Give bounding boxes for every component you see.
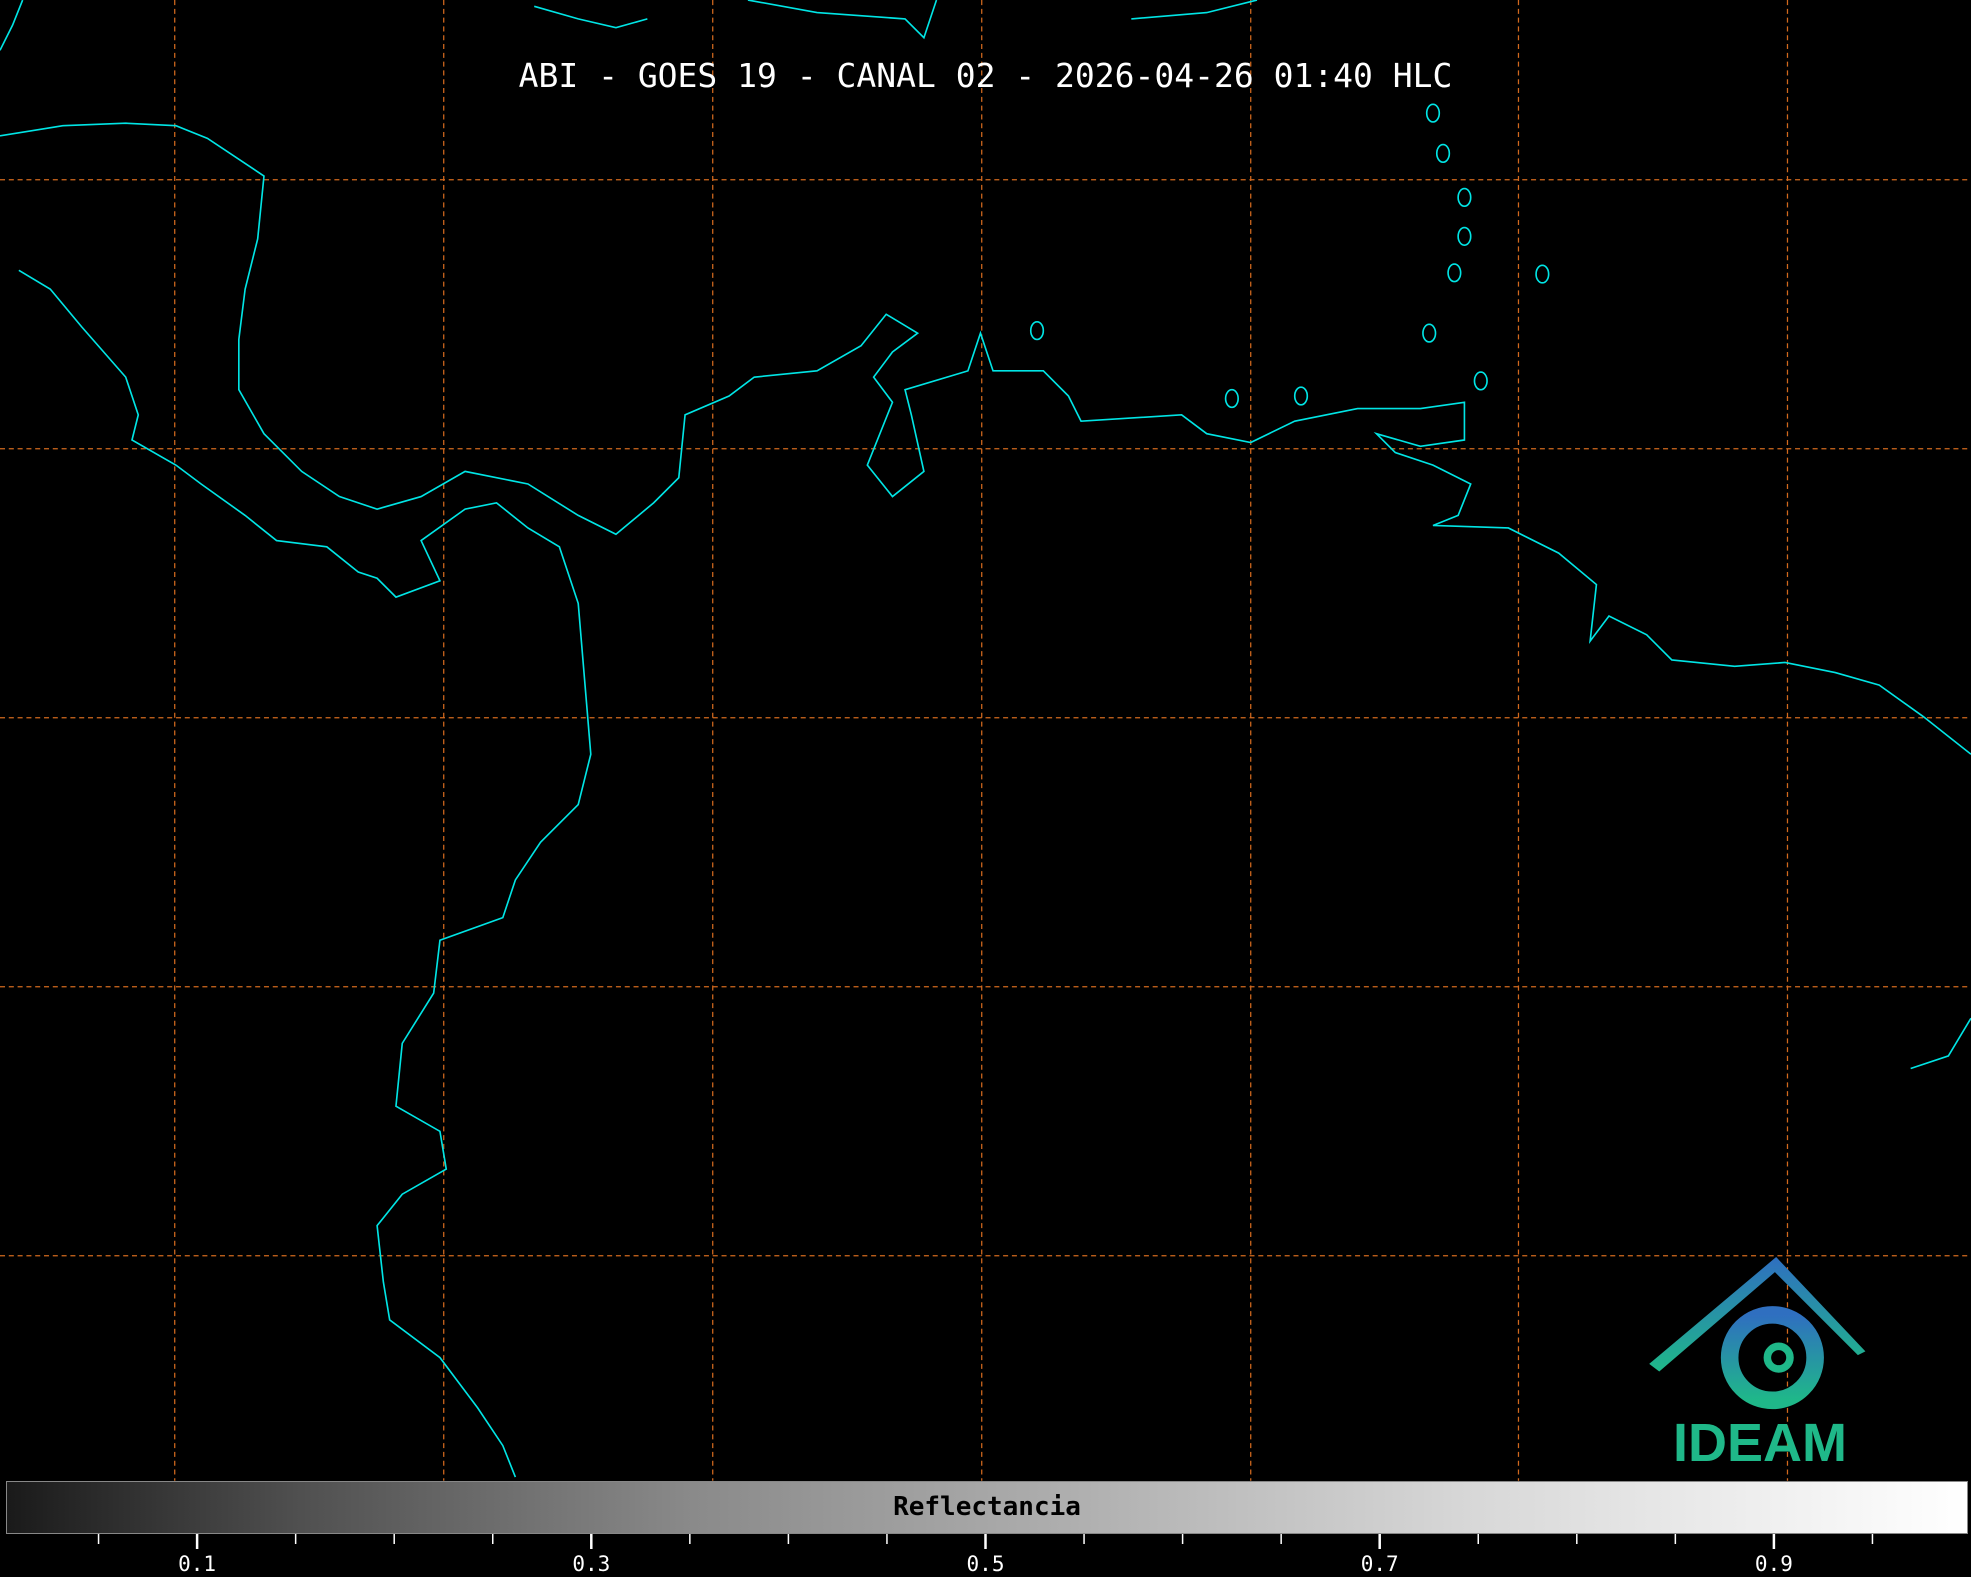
coastlines — [0, 0, 1971, 1478]
island-outline — [1029, 321, 1045, 341]
tick-label: 0.5 — [966, 1552, 1005, 1576]
coastline — [1131, 0, 1258, 20]
colorbar: Reflectancia — [6, 1481, 1968, 1534]
island-outline — [1224, 388, 1239, 409]
coastline — [747, 0, 938, 40]
coastline — [534, 5, 648, 29]
coastline — [18, 269, 592, 1478]
island-outline — [1422, 323, 1437, 343]
island-outline — [1535, 264, 1550, 284]
tick-label: 0.3 — [572, 1552, 611, 1576]
coastline — [0, 0, 24, 51]
island-outline — [1435, 143, 1451, 164]
island-outline — [1457, 187, 1472, 208]
tick-label: 0.1 — [178, 1552, 217, 1576]
ideam-logo-mark — [1649, 1257, 1866, 1410]
island-outline — [1293, 386, 1309, 406]
island-outline — [1457, 226, 1472, 246]
colorbar-ticks — [97, 1534, 1874, 1549]
island-outline — [1447, 263, 1462, 283]
island-outline — [1473, 371, 1488, 391]
tick-label: 0.7 — [1360, 1552, 1399, 1576]
image-title: ABI - GOES 19 - CANAL 02 - 2026-04-26 01… — [518, 56, 1453, 95]
graticule — [0, 0, 1971, 1481]
coastline — [0, 122, 1971, 755]
logo-swirl — [1720, 1306, 1824, 1410]
logo-wordmark: IDEAM — [1673, 1413, 1847, 1473]
coastline — [1910, 1017, 1971, 1070]
tick-label: 0.9 — [1754, 1552, 1793, 1576]
island-outline — [1425, 103, 1441, 123]
logo-roof — [1649, 1257, 1866, 1372]
logo-swirl-core — [1763, 1342, 1794, 1373]
colorbar-label: Reflectancia — [893, 1492, 1081, 1522]
